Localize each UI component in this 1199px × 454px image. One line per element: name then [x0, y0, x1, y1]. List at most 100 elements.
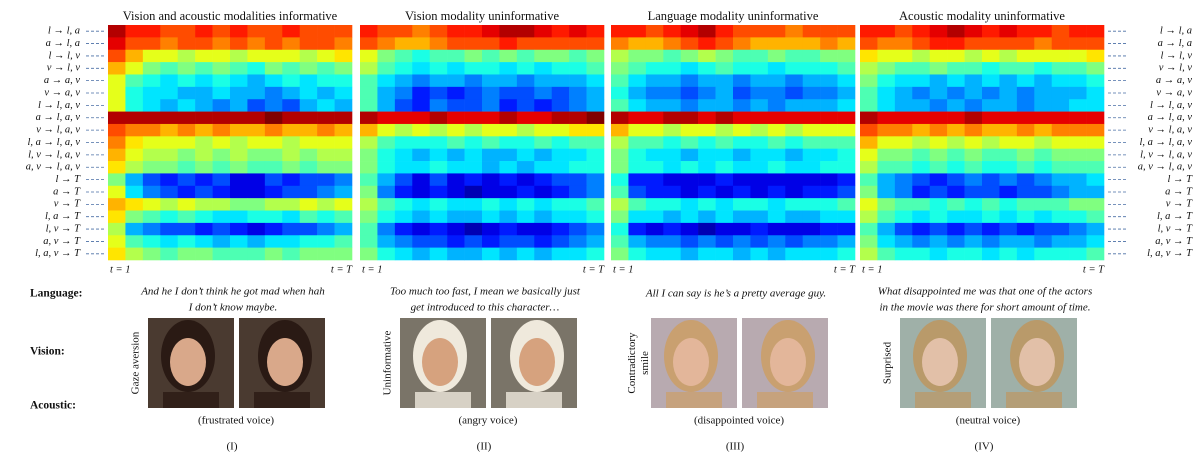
heatmap-cell: [534, 149, 552, 162]
heatmap-cell: [750, 223, 768, 236]
heatmap-cell: [965, 124, 983, 137]
heatmap-cell: [947, 112, 965, 125]
heatmap-cell: [733, 198, 751, 211]
heatmap-cell: [838, 161, 856, 174]
page: Language: Vision: Acoustic: l → l, al → …: [0, 0, 1199, 454]
heatmap-cell: [895, 248, 913, 261]
heatmap-cell: [430, 198, 448, 211]
heatmap-cell: [213, 112, 231, 125]
row-label: a → l, a: [1158, 38, 1192, 49]
heatmap-cell: [947, 223, 965, 236]
heatmap-cell: [999, 136, 1017, 149]
row-label: l, a → l, a, v: [1140, 137, 1193, 148]
heatmap-cell: [517, 62, 535, 75]
heatmap-cell: [965, 223, 983, 236]
heatmap-cell: [965, 87, 983, 100]
heatmap-cell: [482, 62, 500, 75]
heatmap-cell: [803, 173, 821, 186]
video-frame-face: [1019, 338, 1055, 386]
heatmap-cell: [282, 87, 300, 100]
heatmap-cell: [213, 211, 231, 224]
heatmap-cell: [587, 124, 605, 137]
heatmap-cell: [838, 186, 856, 199]
heatmap-cell: [282, 173, 300, 186]
time-end: t = T: [583, 264, 605, 275]
heatmap-cell: [213, 124, 231, 137]
heatmap-cell: [125, 149, 143, 162]
heatmap-cell: [1034, 37, 1052, 50]
heatmap-cell: [611, 161, 629, 174]
heatmap-cell: [681, 74, 699, 87]
heatmap-cell: [552, 186, 570, 199]
heatmap-cell: [587, 25, 605, 38]
heatmap-cell: [587, 211, 605, 224]
heatmap-cell: [681, 149, 699, 162]
heatmap-cell: [1034, 50, 1052, 63]
heatmap-cell: [499, 173, 517, 186]
heatmap-cell: [499, 136, 517, 149]
heatmap-cell: [611, 112, 629, 125]
heatmap-cell: [230, 62, 248, 75]
heatmap-cell: [1034, 235, 1052, 248]
heatmap-cell: [860, 211, 878, 224]
heatmap-cell: [733, 87, 751, 100]
heatmap-cell: [698, 235, 716, 248]
heatmap-cell: [447, 87, 465, 100]
heatmap-cell: [768, 223, 786, 236]
acoustic-caption: (frustrated voice): [198, 415, 274, 427]
heatmap-cell: [877, 198, 895, 211]
heatmap-cell: [125, 173, 143, 186]
heatmap-cell: [1052, 186, 1070, 199]
heatmap-cell: [860, 99, 878, 112]
heatmap-cell: [447, 136, 465, 149]
heatmap-cell: [178, 149, 196, 162]
heatmap-cell: [999, 198, 1017, 211]
heatmap-cell: [517, 186, 535, 199]
heatmap-cell: [213, 235, 231, 248]
heatmap-cell: [646, 50, 664, 63]
heatmap: [611, 25, 855, 260]
heatmap-cell: [912, 25, 930, 38]
heatmap-cell: [247, 149, 265, 162]
row-label: a → T: [53, 186, 81, 197]
heatmap-cell: [698, 136, 716, 149]
heatmap-cell: [1087, 136, 1105, 149]
heatmap-cell: [1052, 124, 1070, 137]
heatmap-cell: [1034, 173, 1052, 186]
heatmap-cell: [143, 37, 161, 50]
heatmap-cell: [860, 248, 878, 261]
heatmap-cell: [860, 198, 878, 211]
heatmap: [860, 25, 1104, 260]
heatmap-cell: [895, 173, 913, 186]
heatmap-cell: [912, 136, 930, 149]
heatmap-cell: [681, 112, 699, 125]
heatmap-cell: [1087, 74, 1105, 87]
panel-numeral: (IV): [975, 441, 994, 453]
heatmap-cell: [877, 149, 895, 162]
heatmap-cell: [335, 50, 353, 63]
heatmap: [360, 25, 604, 260]
heatmap-cell: [430, 37, 448, 50]
heatmap-cell: [663, 161, 681, 174]
heatmap-cell: [517, 223, 535, 236]
heatmap-cell: [820, 62, 838, 75]
heatmap-cell: [982, 235, 1000, 248]
heatmap-cell: [125, 248, 143, 261]
heatmap-cell: [716, 74, 734, 87]
heatmap-cell: [377, 186, 395, 199]
heatmap-cell: [716, 223, 734, 236]
heatmap-cell: [282, 124, 300, 137]
heatmap-cell: [430, 186, 448, 199]
heatmap-cell: [412, 25, 430, 38]
heatmap-cell: [785, 74, 803, 87]
heatmap-cell: [517, 235, 535, 248]
heatmap-cell: [1087, 149, 1105, 162]
heatmap-cell: [108, 87, 126, 100]
heatmap-cell: [430, 99, 448, 112]
heatmap-cell: [947, 173, 965, 186]
heatmap-cell: [716, 173, 734, 186]
heatmap-cell: [838, 136, 856, 149]
row-header: Language:: [30, 288, 82, 300]
heatmap-cell: [628, 173, 646, 186]
heatmap-cell: [1034, 62, 1052, 75]
